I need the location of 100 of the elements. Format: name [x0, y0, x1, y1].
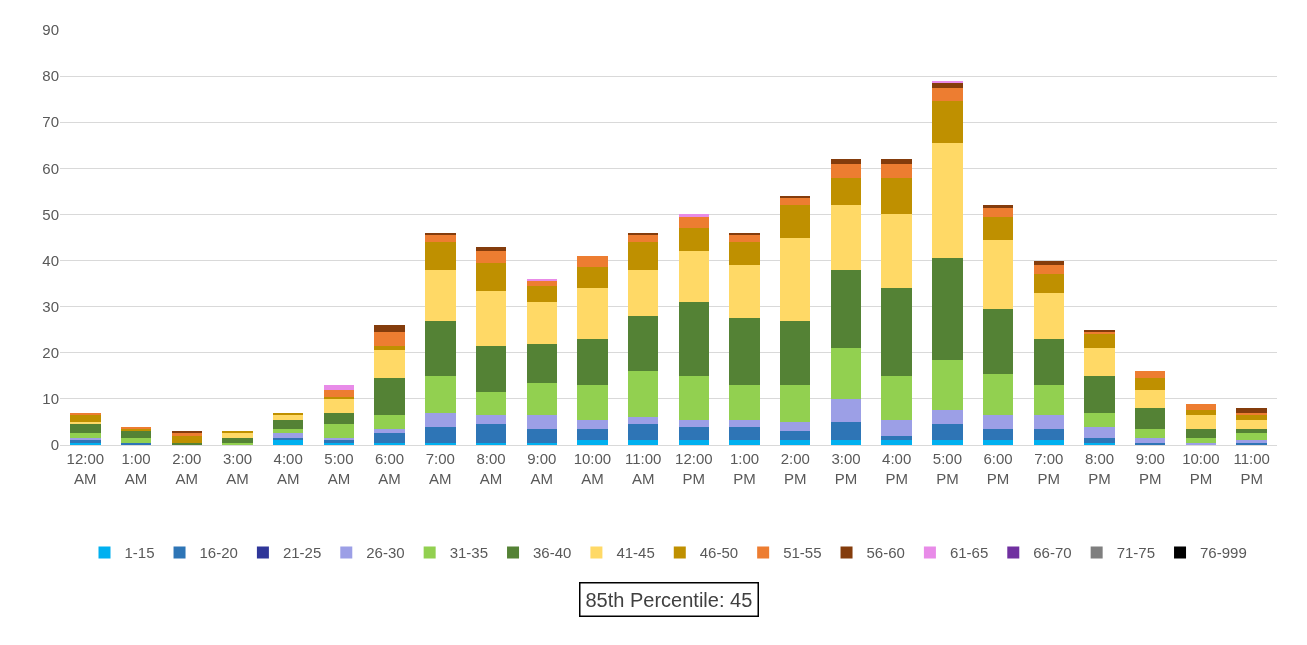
bar: [526, 343, 557, 383]
bar: [577, 428, 608, 441]
bar: [932, 359, 963, 411]
bar: [881, 440, 912, 445]
legend-label: 66-70: [1033, 544, 1072, 562]
bar: [780, 385, 811, 422]
y-tick-label: 30: [42, 297, 59, 315]
x-tick-label: 9:00 PM: [1135, 450, 1165, 487]
bar: [982, 205, 1014, 208]
bar: [1185, 410, 1217, 416]
x-tick-label: 7:00 PM: [1034, 450, 1064, 487]
bar: [475, 251, 507, 263]
x-tick-label: 10:00 AM: [573, 450, 612, 487]
x-tick-label: 5:00 PM: [932, 450, 962, 487]
x-tick-label: 5:00 AM: [324, 450, 354, 487]
x-tick-label: 3:00 AM: [222, 450, 253, 487]
bar: [1185, 428, 1217, 439]
bar: [982, 415, 1014, 429]
bar: [577, 419, 608, 429]
bar: [1135, 378, 1166, 390]
bar: [830, 269, 862, 349]
bar: [627, 235, 659, 243]
bar: [1084, 426, 1115, 439]
bar: [577, 255, 608, 268]
bar: [627, 371, 659, 418]
legend-label: 21-25: [282, 544, 322, 562]
bar: [1033, 440, 1065, 445]
bar: [881, 159, 912, 164]
bar: [577, 338, 608, 386]
bar: [678, 419, 710, 427]
y-tick-label: 80: [42, 67, 59, 85]
bar: [830, 440, 862, 445]
bar: [1236, 419, 1267, 429]
bar: [881, 214, 912, 289]
bar: [1236, 415, 1267, 420]
bar: [272, 440, 304, 445]
bar: [729, 419, 760, 427]
bar: [729, 385, 760, 420]
bar: [881, 419, 912, 436]
bar: [1185, 438, 1217, 443]
bar: [475, 345, 507, 392]
legend-label: 71-75: [1116, 544, 1156, 562]
bar: [1033, 338, 1065, 386]
y-tick-label: 70: [42, 113, 59, 131]
bar: [678, 375, 710, 420]
x-tick-label: 12:00 PM: [675, 450, 713, 487]
bar: [1033, 415, 1065, 429]
bar: [780, 237, 811, 321]
bar: [1135, 389, 1166, 409]
bar: [729, 265, 760, 319]
bar: [70, 415, 101, 422]
x-tick-label: 8:00 AM: [476, 450, 506, 487]
bar: [982, 308, 1014, 374]
bar: [627, 424, 659, 441]
bar: [982, 440, 1014, 445]
legend-label: 76-999: [1200, 544, 1247, 562]
legend-label: 26-30: [366, 544, 405, 562]
bar: [1033, 428, 1065, 441]
bar: [526, 285, 557, 303]
y-tick-label: 90: [42, 21, 59, 39]
bar: [1084, 348, 1115, 376]
bar: [526, 382, 557, 416]
bar: [1033, 274, 1065, 293]
bar: [1084, 412, 1115, 427]
legend-label: 61-65: [949, 544, 989, 562]
x-tick-label: 7:00 AM: [425, 450, 455, 487]
y-tick-label: 0: [50, 436, 59, 454]
bar: [526, 281, 557, 286]
bar: [171, 435, 202, 443]
bar: [1135, 408, 1166, 429]
bar: [272, 415, 304, 420]
bar: [475, 424, 507, 443]
bar: [830, 163, 862, 178]
bar: [780, 320, 811, 386]
legend-label: 51-55: [783, 544, 822, 562]
bar: [627, 440, 659, 445]
bar: [526, 415, 557, 429]
bar: [678, 426, 710, 441]
bar: [1033, 385, 1065, 416]
bar: [475, 262, 507, 291]
bar: [475, 290, 507, 346]
bar: [932, 410, 963, 425]
bar: [577, 440, 608, 445]
bar: [374, 332, 405, 346]
bar: [678, 214, 710, 217]
bar: [932, 83, 963, 88]
bar: [1236, 408, 1267, 413]
legend-label: 36-40: [533, 544, 572, 562]
bar: [627, 269, 659, 316]
bar: [425, 235, 456, 243]
bar: [374, 433, 405, 443]
bar: [1084, 438, 1115, 443]
bar: [830, 421, 862, 441]
bar: [425, 320, 456, 376]
bar: [780, 198, 811, 206]
bar: [374, 325, 405, 333]
bar: [70, 424, 101, 434]
x-tick-label: 1:00 PM: [729, 450, 760, 487]
x-tick-label: 11:00 PM: [1233, 450, 1270, 487]
x-tick-label: 4:00 PM: [882, 450, 912, 487]
